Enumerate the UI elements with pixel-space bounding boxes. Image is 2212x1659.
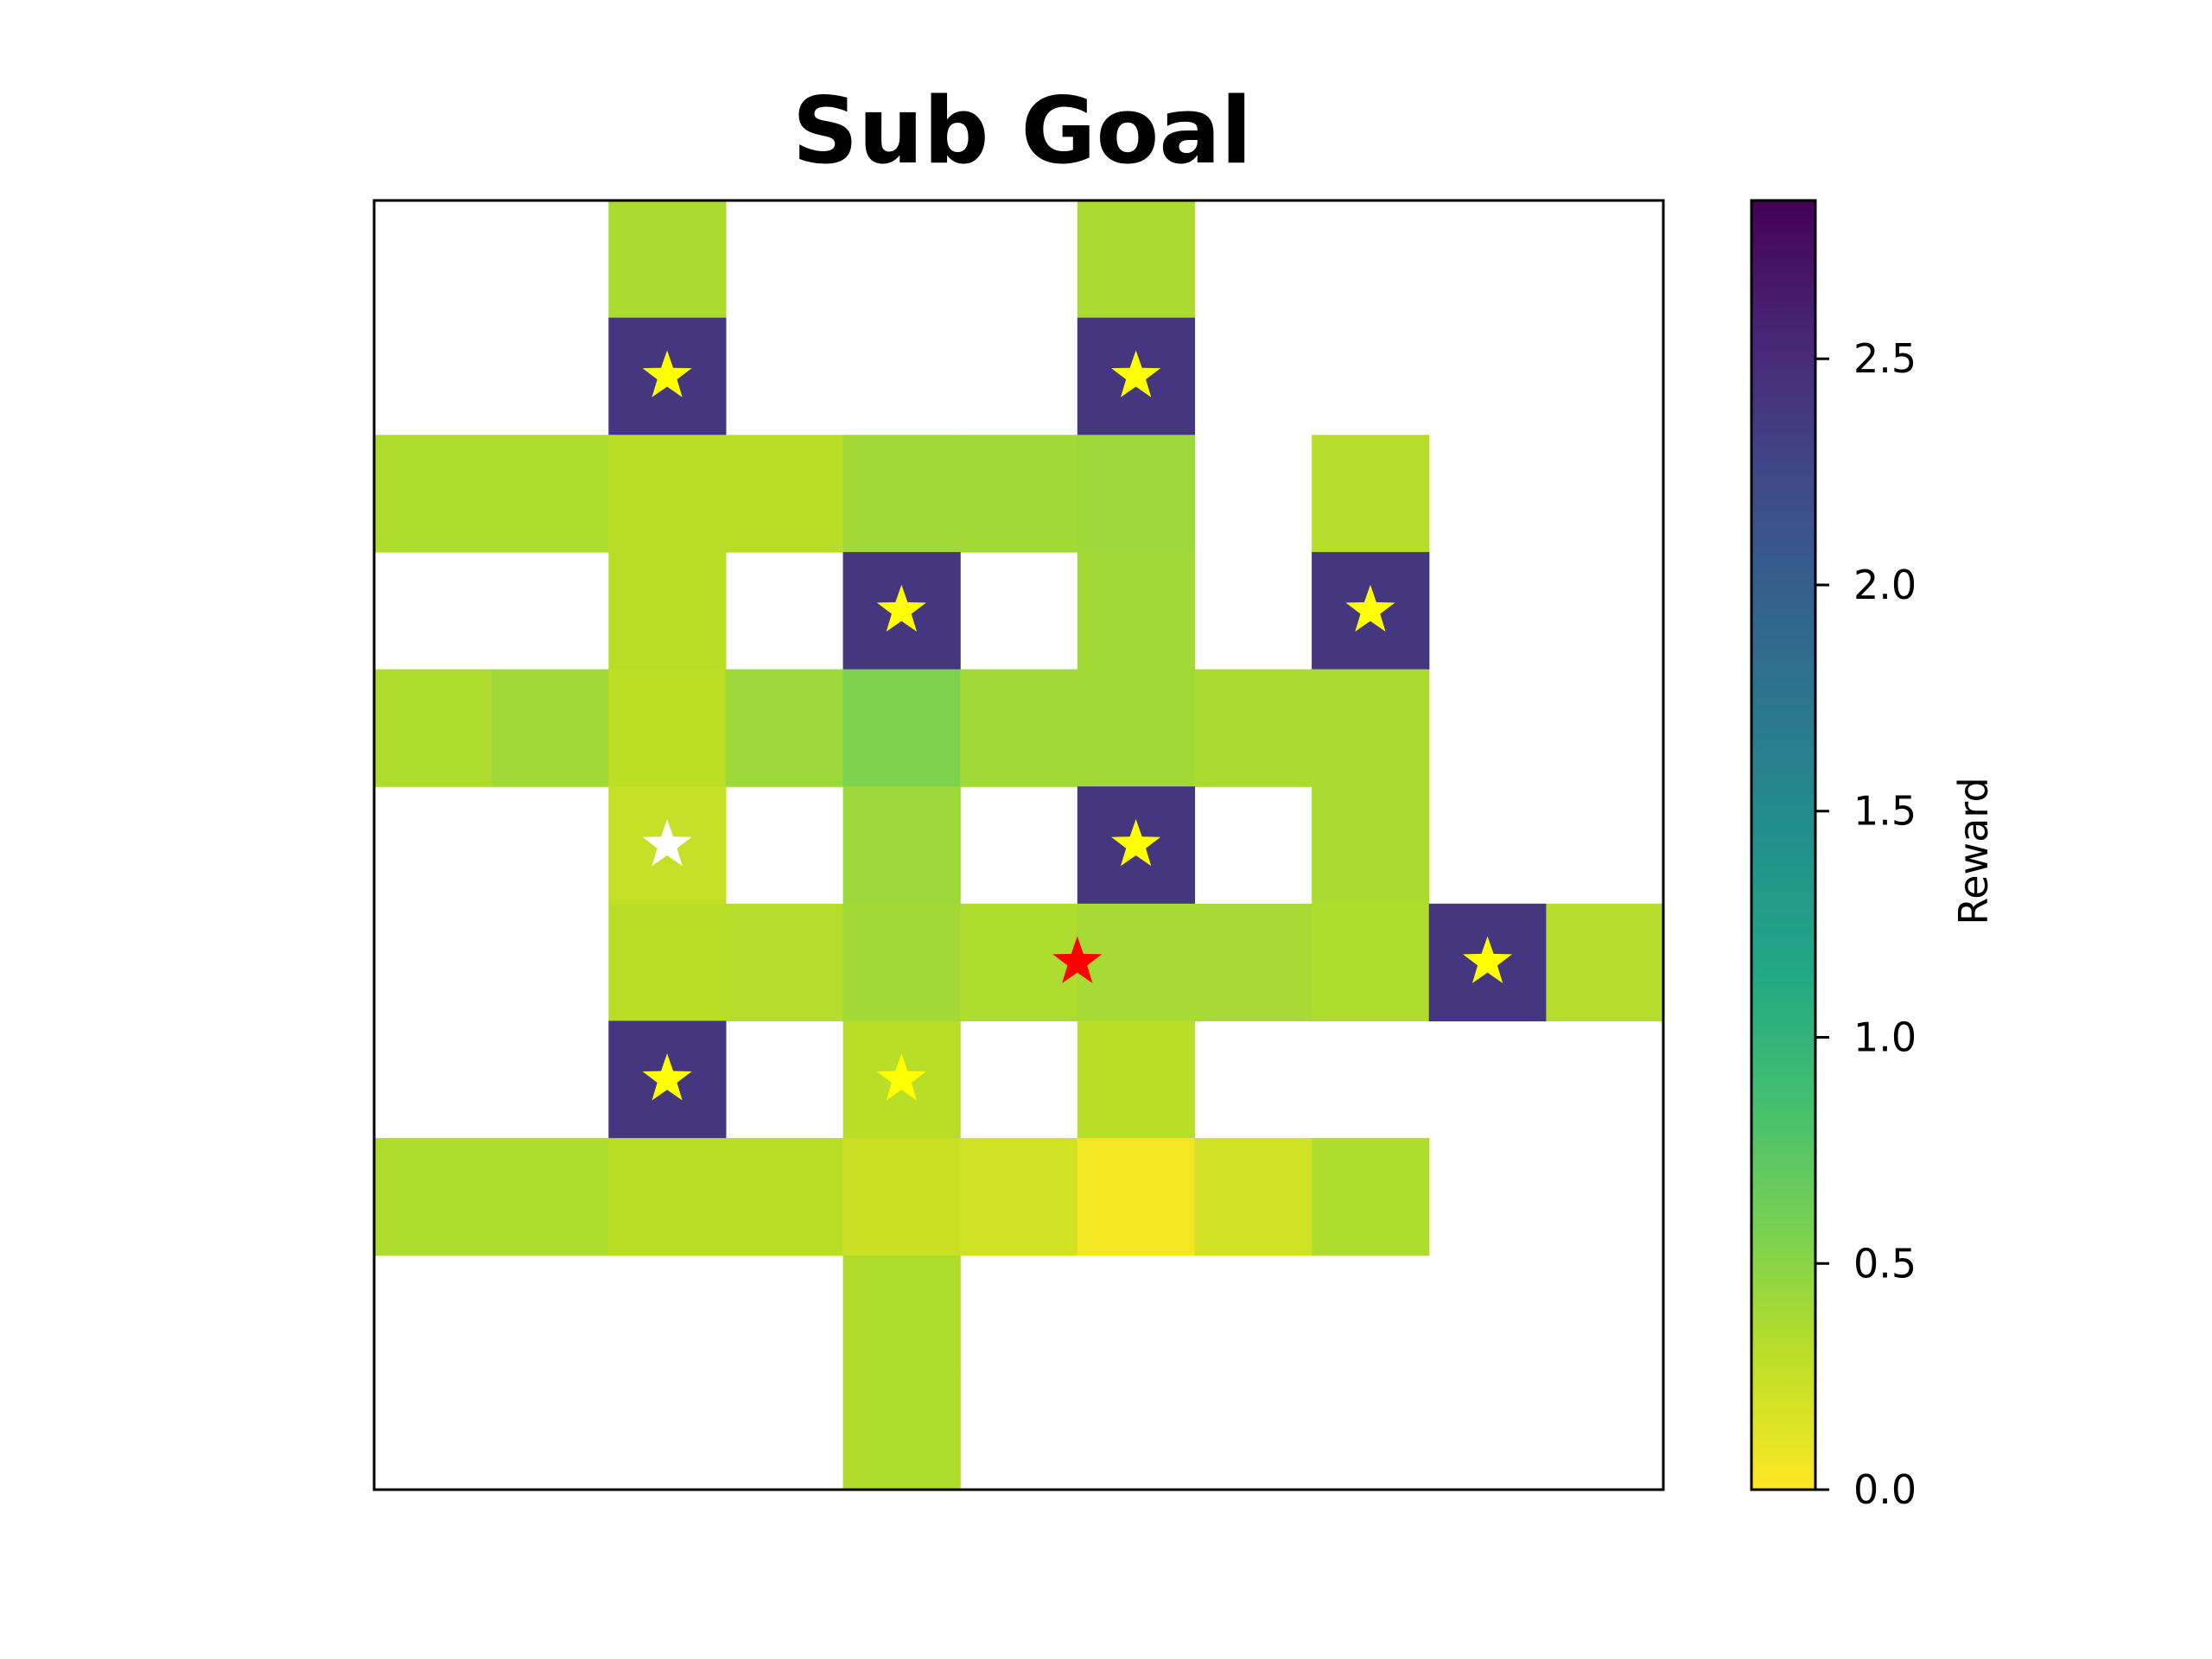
heatmap-cell bbox=[608, 551, 727, 671]
heatmap-cell bbox=[1077, 903, 1196, 1022]
heatmap-cell bbox=[1077, 1138, 1196, 1256]
heatmap-cell bbox=[608, 669, 727, 787]
chart-title: Sub Goal bbox=[792, 78, 1252, 184]
heatmap-cell bbox=[1312, 435, 1430, 553]
plot-frame bbox=[372, 199, 1665, 1491]
heatmap-cell bbox=[1194, 669, 1313, 787]
star-marker bbox=[1463, 936, 1513, 983]
heatmap-cell bbox=[842, 1372, 961, 1491]
star-marker bbox=[1052, 936, 1103, 983]
heatmap-cell bbox=[842, 669, 961, 787]
heatmap bbox=[374, 200, 1664, 1491]
heatmap-cell bbox=[491, 669, 609, 787]
heatmap-cell bbox=[1077, 551, 1196, 671]
heatmap-cell bbox=[1312, 669, 1430, 787]
heatmap-cell bbox=[1077, 435, 1196, 553]
star-marker bbox=[1111, 350, 1161, 397]
star-marker bbox=[1111, 819, 1161, 867]
star-marker bbox=[642, 1053, 692, 1101]
star-marker bbox=[876, 584, 926, 632]
heatmap-cell bbox=[1077, 669, 1196, 787]
heatmap-cell bbox=[491, 435, 609, 553]
star-marker bbox=[876, 1053, 926, 1101]
heatmap-cell bbox=[608, 903, 727, 1022]
star-marker bbox=[642, 350, 692, 397]
heatmap-cell bbox=[725, 903, 844, 1022]
heatmap-cell bbox=[608, 1138, 727, 1256]
heatmap-cell bbox=[491, 1138, 609, 1256]
colorbar-gradient bbox=[1750, 199, 1817, 1491]
heatmap-cell bbox=[1546, 903, 1664, 1022]
heatmap-cell bbox=[842, 1255, 961, 1373]
colorbar: 0.0 0.5 1.0 1.5 2.0 2.5 Reward bbox=[1750, 199, 1997, 1513]
colorbar-tick-label: 0.5 bbox=[1853, 1240, 1916, 1287]
heatmap-cell bbox=[608, 435, 727, 553]
heatmap-cell bbox=[374, 669, 493, 787]
heatmap-cell bbox=[842, 786, 961, 905]
heatmap-cell bbox=[842, 435, 961, 553]
colorbar-label: Reward bbox=[1950, 777, 1997, 925]
heatmap-cell bbox=[725, 435, 844, 553]
heatmap-cell bbox=[1077, 1020, 1196, 1139]
heatmap-cell bbox=[1312, 1138, 1430, 1256]
colorbar-tick-label: 1.5 bbox=[1853, 788, 1916, 835]
star-marker bbox=[642, 819, 692, 867]
star-markers bbox=[642, 350, 1513, 1101]
heatmap-cell bbox=[608, 200, 727, 319]
heatmap-cell bbox=[1312, 903, 1430, 1022]
colorbar-tick-label: 2.0 bbox=[1853, 562, 1916, 608]
colorbar-tick-label: 0.0 bbox=[1853, 1466, 1916, 1513]
heatmap-cell bbox=[1194, 1138, 1313, 1256]
heatmap-cell bbox=[960, 1138, 1078, 1256]
colorbar-tick-label: 1.0 bbox=[1853, 1014, 1916, 1060]
heatmap-cell bbox=[960, 903, 1078, 1022]
heatmap-cell bbox=[842, 903, 961, 1022]
heatmap-cell bbox=[374, 435, 493, 553]
heatmap-cell bbox=[1077, 200, 1196, 319]
heatmap-cell bbox=[1194, 903, 1313, 1022]
heatmap-cell bbox=[842, 1138, 961, 1256]
heatmap-cell bbox=[725, 1138, 844, 1256]
heatmap-cell bbox=[960, 435, 1078, 553]
colorbar-tick-label: 2.5 bbox=[1853, 335, 1916, 382]
heatmap-cell bbox=[725, 669, 844, 787]
heatmap-cell bbox=[1312, 786, 1430, 905]
heatmap-cell bbox=[960, 669, 1078, 787]
colorbar-ticks: 0.0 0.5 1.0 1.5 2.0 2.5 bbox=[1815, 335, 1916, 1513]
star-marker bbox=[1345, 584, 1395, 632]
heatmap-cell bbox=[374, 1138, 493, 1256]
